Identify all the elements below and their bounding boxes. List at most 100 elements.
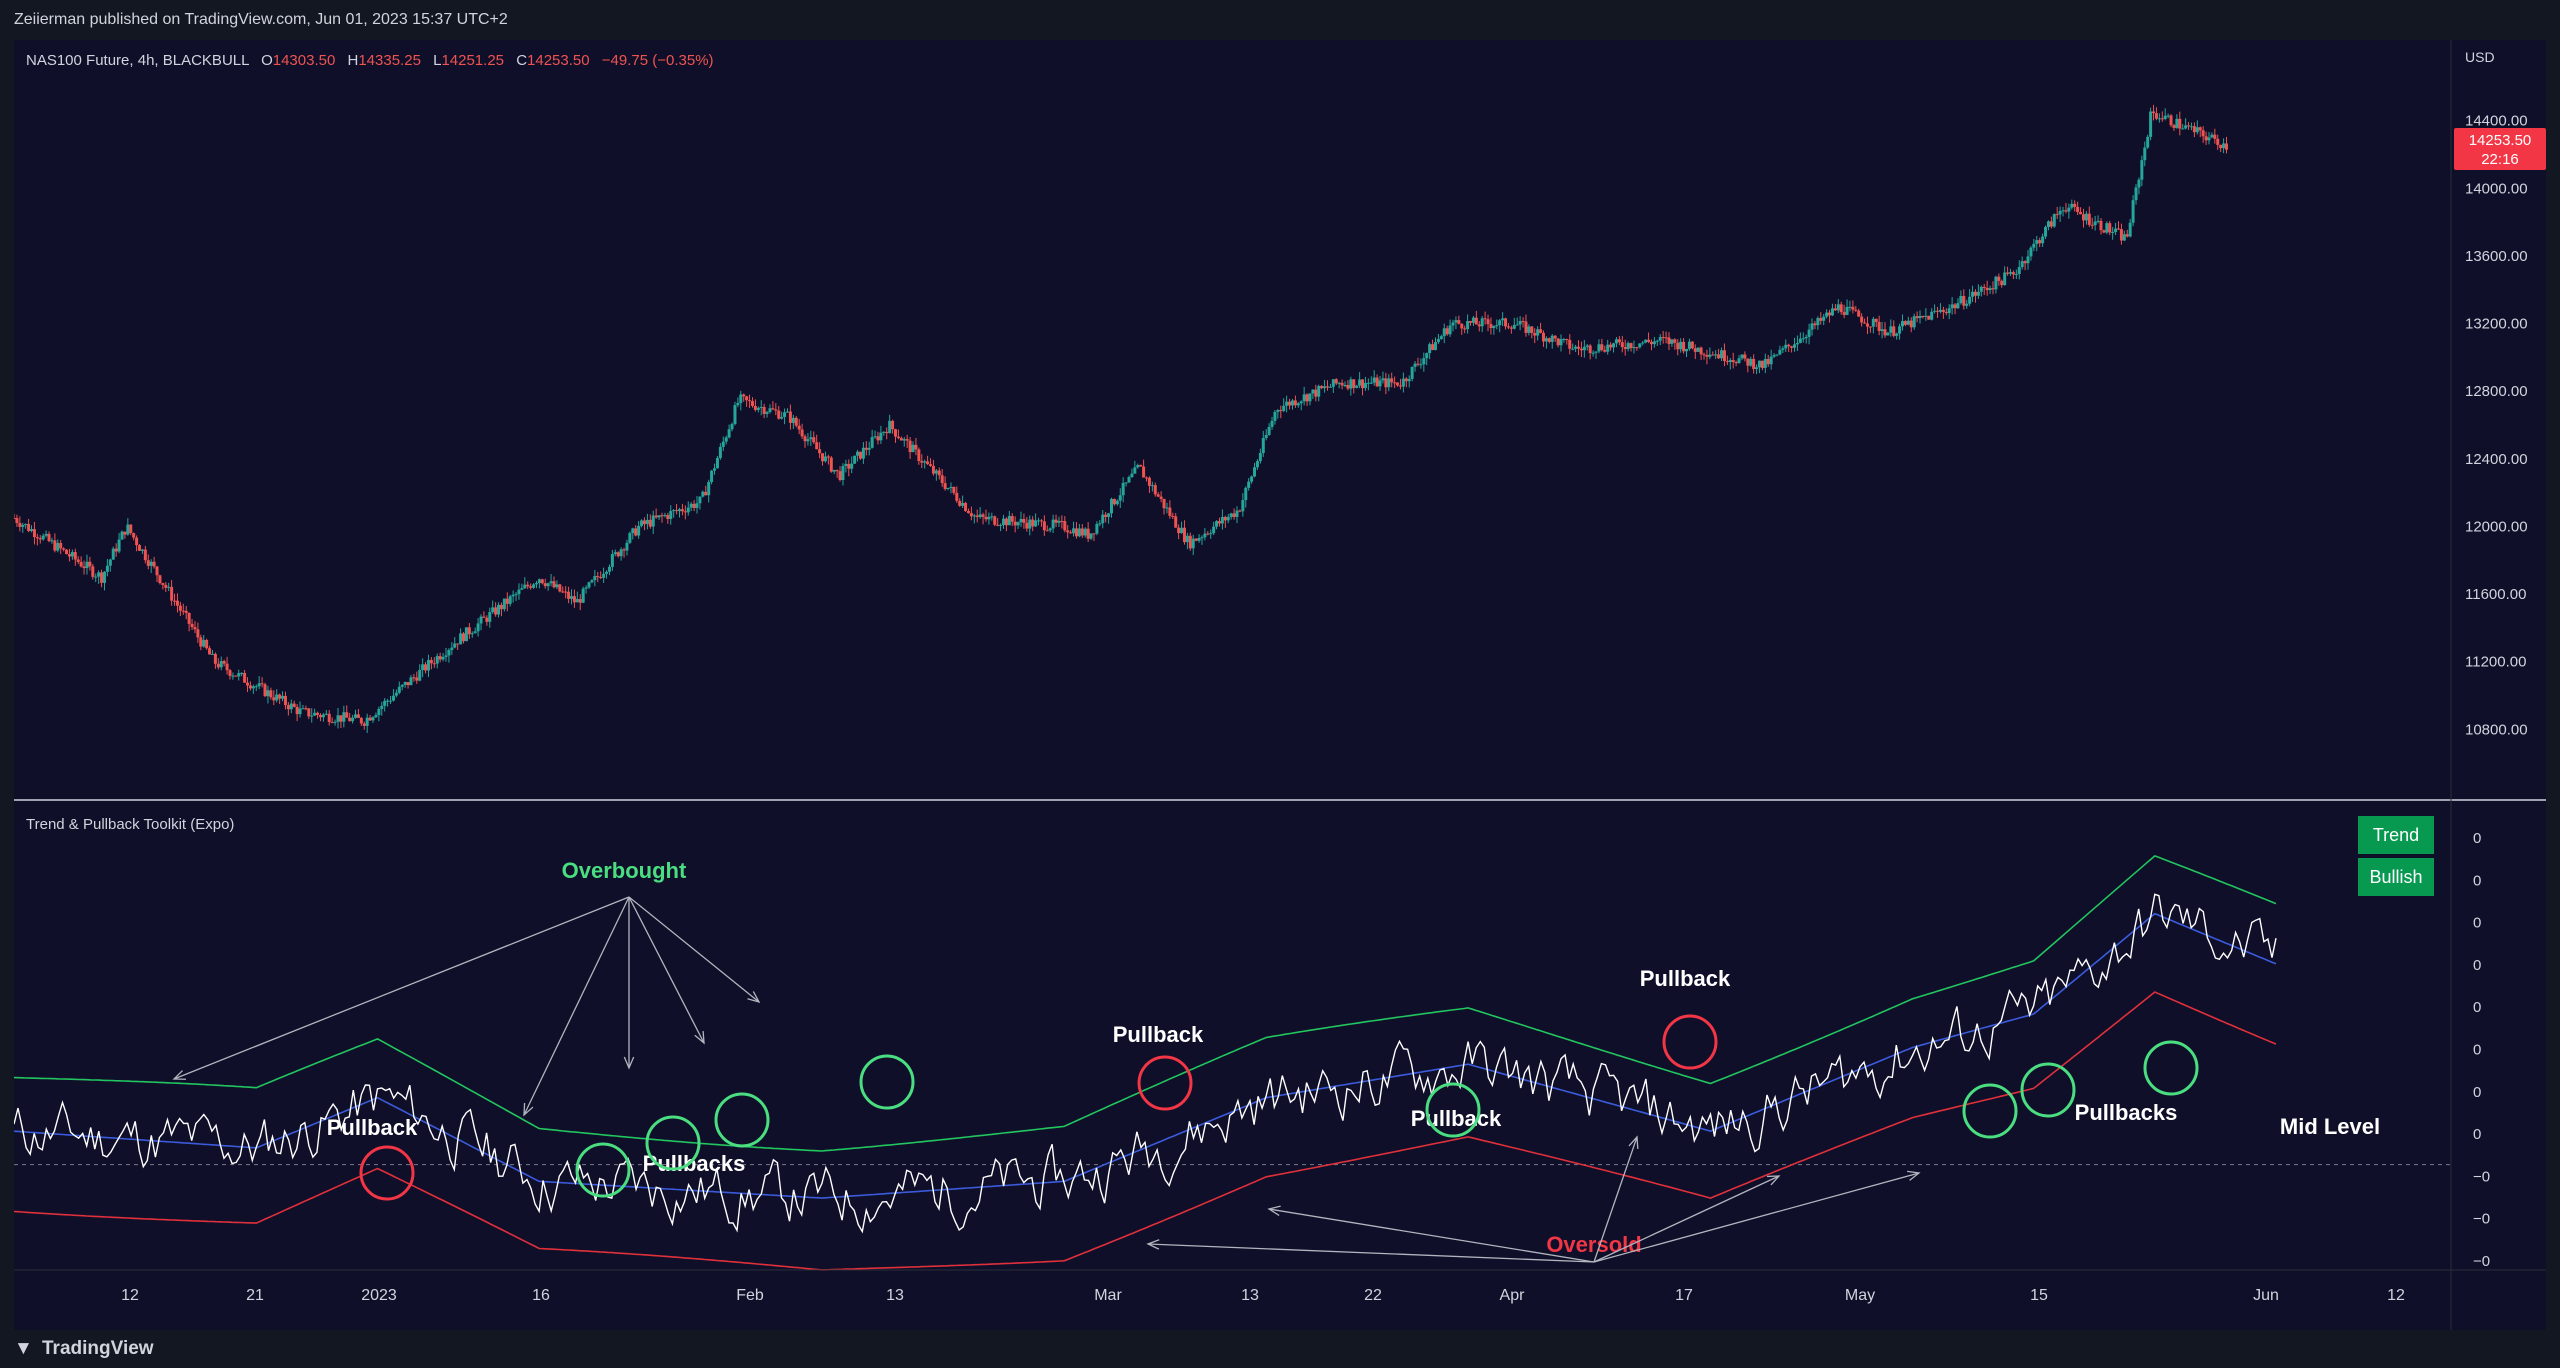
candle-body: [1124, 482, 1128, 484]
candle-body: [1614, 339, 1618, 344]
candle-body: [1690, 341, 1694, 349]
candle-body: [129, 524, 133, 534]
price-pane[interactable]: [12, 104, 2228, 734]
candle-body: [532, 584, 536, 588]
candle-body: [120, 531, 124, 540]
candle-body: [1463, 328, 1467, 330]
bullish-badge-bg: [2358, 858, 2434, 896]
candle-body: [1258, 453, 1262, 462]
candle-body: [359, 717, 363, 724]
chart-canvas[interactable]: NAS100 Future, 4h, BLACKBULL O14303.50 H…: [12, 40, 2546, 1330]
candle-body: [1156, 494, 1160, 497]
time-tick-label: 2023: [361, 1287, 397, 1304]
indicator-tick-label: −0: [2473, 1168, 2490, 1185]
candle-body: [1506, 326, 1510, 328]
candle-body: [2152, 111, 2156, 114]
chart-panel[interactable]: NAS100 Future, 4h, BLACKBULL O14303.50 H…: [12, 40, 2546, 1330]
candle-body: [1755, 367, 1759, 370]
candle-body: [844, 463, 848, 467]
candle-body: [123, 531, 127, 535]
candle-body: [1019, 519, 1023, 523]
candle-body: [593, 576, 597, 581]
candle-body: [1737, 358, 1741, 364]
candle-body: [2195, 127, 2199, 133]
candle-body: [1612, 343, 1616, 348]
candle-body: [637, 525, 641, 536]
candle-body: [1375, 377, 1379, 387]
candle-body: [832, 469, 836, 472]
last-price-value: 14253.50: [2469, 132, 2532, 149]
candle-body: [803, 436, 807, 442]
candle-body: [1968, 296, 1972, 304]
candle-body: [1323, 386, 1327, 389]
candle-body: [102, 571, 106, 583]
time-axis[interactable]: 12 21 2023 16 Feb 13 Mar 13 22 Apr 17 May 15 Jun 12: [121, 1287, 2405, 1304]
candle-body: [18, 522, 22, 527]
candle-body: [1836, 304, 1840, 311]
candle-body: [1664, 337, 1668, 339]
candle-body: [1889, 326, 1893, 333]
candle-body: [1749, 358, 1753, 366]
price-axis[interactable]: 14400.00 14000.00 13600.00 13200.00 12800.00…: [2465, 113, 2528, 739]
candle-body: [511, 594, 515, 597]
candle-body: [2178, 118, 2182, 129]
candle-body: [251, 686, 255, 689]
candle-body: [1302, 394, 1306, 402]
candle-body: [2009, 272, 2013, 274]
candle-body: [984, 516, 988, 520]
candle-body: [482, 616, 486, 618]
candle-body: [1673, 339, 1677, 343]
candle-body: [680, 509, 684, 512]
indicator-tick-label: 0: [2473, 999, 2481, 1016]
candle-body: [1772, 355, 1776, 357]
indicator-title: Trend & Pullback Toolkit (Expo): [26, 816, 234, 833]
publish-bar: Zeiierman published on TradingView.com, …: [0, 0, 2560, 40]
candle-body: [893, 429, 897, 437]
candle-body: [1597, 344, 1601, 352]
time-tick-label: 13: [886, 1287, 904, 1304]
candle-body: [1649, 341, 1653, 345]
tradingview-logo[interactable]: ▼ TradingView: [14, 1338, 154, 1360]
oversold-arrow-head: [1628, 1135, 1639, 1150]
candle-body: [380, 705, 384, 709]
candle-body: [1936, 310, 1940, 312]
candle-body: [1921, 315, 1925, 317]
candle-body: [2014, 273, 2018, 275]
candle-body: [205, 639, 209, 649]
candle-body: [2149, 111, 2153, 137]
indicator-pane[interactable]: [13, 854, 2451, 1271]
candle-body: [1760, 360, 1764, 368]
candle-body: [1127, 477, 1131, 483]
candle-body: [750, 401, 754, 406]
candle-body: [1320, 385, 1324, 389]
candle-body: [1515, 324, 1519, 326]
candle-body: [365, 717, 369, 726]
currency-label: USD: [2465, 49, 2495, 65]
time-tick-label: 21: [246, 1287, 264, 1304]
candle-body: [2184, 125, 2188, 129]
candle-body: [1098, 523, 1102, 525]
candle-body: [79, 561, 83, 567]
indicator-axis[interactable]: 0 0 0 0 0 0 0 0 −0 −0 −0: [2473, 830, 2490, 1270]
candle-body: [2102, 230, 2106, 233]
indicator-tick-label: −0: [2473, 1211, 2490, 1228]
candle-body: [2189, 126, 2193, 128]
candle-body: [2119, 229, 2123, 241]
candle-body: [698, 496, 702, 504]
candle-body: [409, 677, 413, 686]
candle-body: [2026, 256, 2030, 264]
candle-body: [1419, 364, 1423, 366]
candle-body: [1028, 519, 1032, 529]
candle-body: [920, 460, 924, 463]
candle-body: [1533, 332, 1537, 336]
candle-body: [578, 599, 582, 603]
candle-body: [1518, 321, 1522, 325]
candle-body: [1798, 338, 1802, 343]
candle-body: [1235, 510, 1239, 517]
candle-body: [727, 429, 731, 438]
candle-body: [196, 629, 200, 638]
candle-body: [2067, 207, 2071, 212]
candle-body: [2079, 212, 2083, 215]
candle-body: [1016, 522, 1020, 526]
candle-body: [1422, 358, 1426, 365]
